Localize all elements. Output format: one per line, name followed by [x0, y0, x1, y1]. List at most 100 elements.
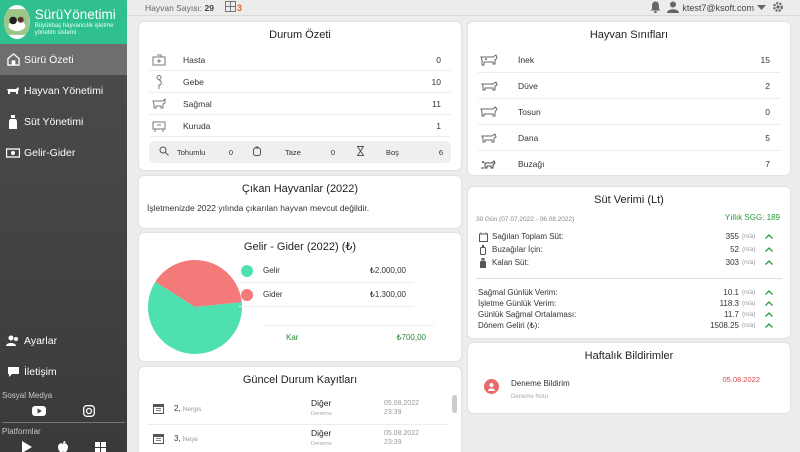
mini-label: Taze — [285, 147, 301, 157]
mini-bos[interactable]: Boş 6 — [335, 146, 443, 158]
weekly-notifications-card: Haftalık Bildirimler Deneme Bildirim Den… — [468, 343, 790, 413]
animal-count-value: 29 — [204, 3, 215, 13]
finance-row-gelir[interactable]: Gelir ₺2.000,00 — [239, 259, 414, 283]
chevron-up-icon — [763, 247, 775, 252]
dashboard-icon — [6, 53, 20, 67]
milk-yield-card: Süt Verimi (Lt) 30 Gün (07.07.2022 - 06.… — [468, 187, 790, 338]
class-row-inek[interactable]: İnek 15 — [478, 47, 780, 73]
chevron-up-icon — [763, 301, 775, 306]
play-store-icon[interactable] — [21, 441, 33, 452]
class-row-tosun[interactable]: Tosun 0 — [478, 99, 780, 125]
brand-header[interactable]: SürüYönetimi Büyükbaş hayvancılık işletm… — [0, 0, 127, 44]
sidebar-item-label: Hayvan Yönetimi — [24, 84, 104, 97]
status-value: 1 — [436, 120, 441, 131]
profit-value: ₺700,00 — [396, 333, 426, 342]
card-title: Haftalık Bildirimler — [584, 350, 674, 362]
mini-taze[interactable]: Taze 0 — [233, 146, 335, 158]
mini-tohumlu[interactable]: Tohumlu 0 — [149, 146, 233, 158]
apple-icon[interactable] — [58, 441, 69, 452]
logo — [4, 5, 30, 39]
milk-value: 303 — [725, 258, 739, 267]
record-no: 3, Neşe — [174, 434, 198, 443]
milk-bottle-icon — [478, 257, 488, 268]
milk-label: İşletme Günlük Verim: — [478, 299, 557, 308]
class-value: 2 — [765, 80, 770, 91]
milk-label: Sağılan Toplam Süt: — [492, 232, 564, 241]
class-row-dana[interactable]: Dana 5 — [478, 125, 780, 151]
animal-count: Hayvan Sayısı: 29 — [145, 3, 214, 13]
calculator-button[interactable]: 3 — [225, 1, 242, 14]
status-row-hasta[interactable]: Hasta 0 — [149, 49, 451, 71]
windows-icon[interactable] — [94, 441, 106, 452]
class-value: 7 — [765, 159, 770, 169]
finance-row-gider[interactable]: Gider ₺1.300,00 — [239, 283, 414, 307]
milk-na: (n/a) — [742, 259, 756, 266]
mini-label: Tohumlu — [177, 147, 206, 157]
record-number: 3, — [174, 434, 181, 443]
finance-row-profit: Kar ₺700,00 — [264, 325, 434, 349]
youtube-icon[interactable] — [32, 406, 47, 416]
notification-note: Deneme Notu — [511, 394, 549, 400]
pie-slice-gelir — [148, 281, 242, 354]
status-row-kuruda[interactable]: Kuruda 1 — [149, 115, 451, 137]
milk-line-daily-average: Günlük Sağmal Ortalaması: 11.7 (n/a) — [478, 309, 775, 320]
class-value: 15 — [760, 54, 770, 65]
class-row-buzagi[interactable]: Buzağı 7 — [478, 151, 780, 177]
instagram-icon[interactable] — [82, 405, 95, 417]
milk-line-calves: Buzağılar İçin: 52 (n/a) — [478, 244, 775, 255]
record-number: 2, — [174, 404, 181, 413]
chevron-up-icon — [763, 323, 775, 328]
sidebar-item-sut-yonetimi[interactable]: Süt Yönetimi — [0, 106, 127, 137]
brand-title: SürüYönetimi — [34, 6, 116, 22]
class-value: 0 — [765, 106, 770, 117]
sidebar-item-iletisim[interactable]: İletişim — [0, 356, 127, 387]
class-row-duve[interactable]: Düve 2 — [478, 73, 780, 99]
social-label: Sosyal Medya — [2, 391, 53, 400]
status-row-gebe[interactable]: Gebe 10 — [149, 71, 451, 93]
finance-value: ₺1.300,00 — [369, 290, 406, 299]
sidebar-item-gelir-gider[interactable]: Gelir-Gider — [0, 137, 127, 168]
status-row-sagmal[interactable]: Sağmal 11 — [149, 93, 451, 115]
class-label: Buzağı — [518, 159, 545, 169]
sidebar-item-label: Ayarlar — [24, 334, 58, 347]
fresh-icon — [253, 146, 261, 158]
milk-na: (n/a) — [742, 300, 756, 307]
dry-cow-icon — [149, 120, 169, 132]
record-row[interactable]: 2, Nergis Diğer Deneme 05.08.2022 23:39 — [147, 395, 449, 425]
sidebar-item-ayarlar[interactable]: Ayarlar — [0, 325, 127, 356]
milk-value: 11.7 — [724, 310, 739, 319]
record-animal-name: Nergis — [182, 406, 202, 413]
cow-icon — [6, 84, 20, 98]
record-no: 2, Nergis — [174, 404, 201, 413]
milk-bottle-icon — [6, 114, 20, 129]
milking-cow-icon — [149, 97, 169, 110]
record-note: Deneme — [311, 411, 332, 417]
sidebar-item-hayvan-yonetimi[interactable]: Hayvan Yönetimi — [0, 75, 127, 106]
sidebar-item-suru-ozeti[interactable]: Sürü Özeti — [0, 44, 127, 75]
record-row[interactable]: 3, Neşe Diğer Deneme 05.08.2022 23:39 — [147, 425, 449, 452]
sidebar: SürüYönetimi Büyükbaş hayvancılık işletm… — [0, 0, 127, 452]
milk-annual: Yıllık SGG: 189 — [724, 213, 780, 222]
card-title: Gelir - Gider (2022) (₺) — [243, 241, 357, 253]
baby-bottle-icon — [478, 244, 488, 255]
milk-line-remaining: Kalan Süt: 303 (n/a) — [478, 257, 775, 268]
milk-label: Günlük Sağmal Ortalaması: — [478, 310, 577, 319]
sidebar-item-label: İletişim — [24, 365, 57, 378]
chevron-up-icon — [763, 234, 775, 239]
status-label: Gebe — [183, 76, 204, 87]
records-scrollbar[interactable] — [452, 395, 457, 413]
notification-item[interactable]: Deneme Bildirim Deneme Notu 05.08.2022 — [468, 373, 790, 407]
chat-icon — [6, 365, 20, 379]
milk-value: 118.3 — [719, 299, 739, 308]
user-menu[interactable]: ktest7@ksoft.com — [667, 1, 766, 15]
milk-range: 30 Gün (07.07.2022 - 06.08.2022) — [476, 216, 575, 223]
chevron-down-icon — [757, 3, 766, 13]
milk-label: Buzağılar İçin: — [492, 245, 543, 254]
insemination-icon — [159, 146, 169, 158]
gear-icon[interactable] — [772, 1, 784, 15]
animal-count-label: Hayvan Sayısı: — [145, 3, 203, 13]
milk-line-period-income: Dönem Geliri (₺): 1508.25 (n/a) — [478, 320, 775, 331]
mini-value: 0 — [330, 147, 335, 157]
bell-icon[interactable] — [650, 1, 661, 15]
records-card: Güncel Durum Kayıtları 2, Nergis Diğer De… — [139, 367, 461, 452]
